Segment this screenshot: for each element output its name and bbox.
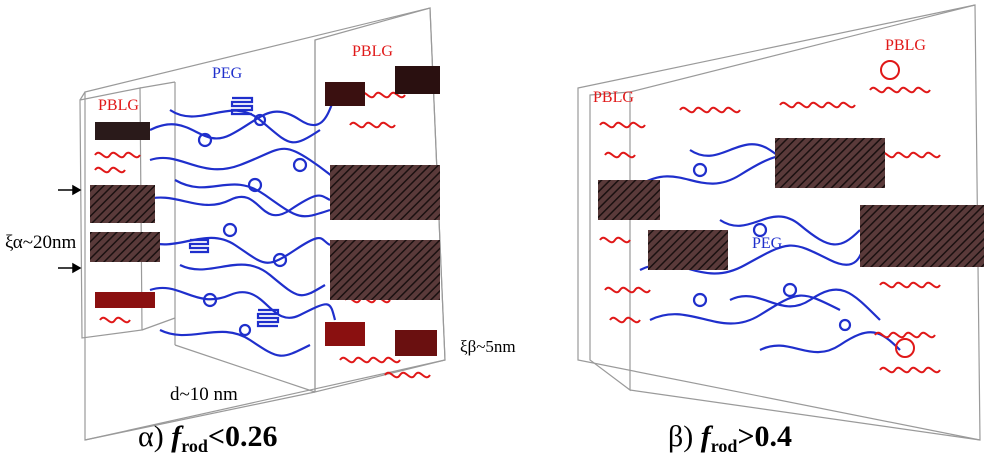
xi-alpha-label: ξα~20nm xyxy=(5,232,76,253)
panel-a-caption-subscript: rod xyxy=(181,436,208,456)
panel-b: PBLG PBLG PEG xyxy=(577,4,984,441)
panel-b-caption-symbol: f xyxy=(700,420,711,453)
panel-b-pblg-left-label: PBLG xyxy=(593,89,634,106)
panel-a-caption: α) frod<0.26 xyxy=(138,420,278,457)
panel-a-caption-relation: <0.26 xyxy=(207,420,278,453)
panel-a-pblg-right-label: PBLG xyxy=(352,43,393,60)
panel-a-caption-prefix: α) xyxy=(138,420,164,453)
xi-beta-label: ξβ~5nm xyxy=(460,337,516,356)
panel-a-peg-label: PEG xyxy=(212,65,243,82)
panel-b-pblg-right-label: PBLG xyxy=(885,37,926,54)
panel-a-rod-bundles xyxy=(90,66,440,356)
panel-b-caption-subscript: rod xyxy=(710,436,738,456)
panel-a-caption-symbol: f xyxy=(171,420,182,453)
panel-a-arrows xyxy=(58,184,82,274)
panel-b-pblg-coils xyxy=(599,60,941,374)
panel-b-caption: β) frod>0.4 xyxy=(668,420,792,457)
panel-b-box xyxy=(577,4,981,441)
panel-b-caption-prefix: β) xyxy=(668,420,694,453)
panel-a-pblg-left-label: PBLG xyxy=(98,97,139,114)
d-spacing-label: d~10 nm xyxy=(170,384,238,405)
panel-b-caption-relation: >0.4 xyxy=(737,420,793,453)
panel-b-peg-label: PEG xyxy=(752,235,783,252)
panel-b-rod-bundles xyxy=(598,138,984,270)
panel-a: PBLG PEG PBLG ξα~20nm ξβ~5nm d~10 nm xyxy=(5,7,516,441)
panel-a-box xyxy=(79,7,446,441)
